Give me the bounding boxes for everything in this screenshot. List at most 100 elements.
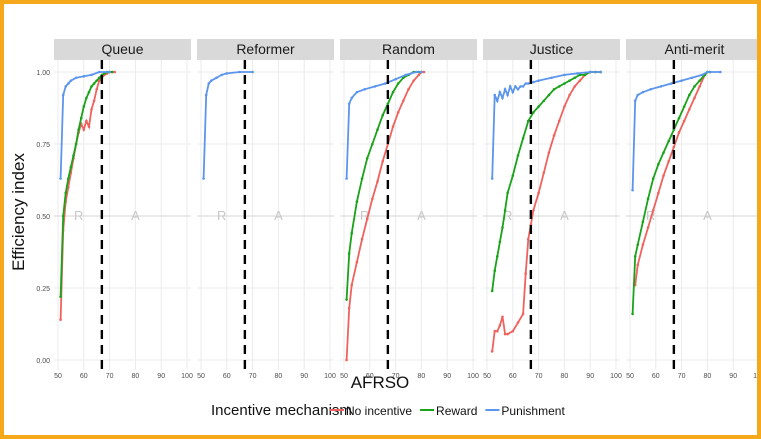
data-point bbox=[651, 177, 655, 180]
data-point bbox=[526, 82, 530, 85]
series-punishment bbox=[202, 70, 254, 180]
data-point bbox=[524, 82, 527, 85]
data-point bbox=[251, 70, 254, 74]
x-tick-label: 50 bbox=[197, 373, 205, 380]
facet-title: Justice bbox=[530, 41, 574, 57]
panel-background bbox=[483, 60, 620, 370]
data-point bbox=[210, 79, 213, 82]
data-point bbox=[386, 102, 390, 105]
facet-title: Reformer bbox=[236, 41, 295, 57]
data-point bbox=[412, 79, 415, 82]
data-point bbox=[215, 76, 218, 80]
data-point bbox=[85, 96, 88, 100]
series-punishment bbox=[59, 70, 111, 180]
x-tick-label: 70 bbox=[535, 373, 543, 380]
series-reward bbox=[490, 70, 602, 293]
data-point bbox=[417, 73, 421, 77]
x-tick-label: 70 bbox=[106, 373, 114, 380]
data-point bbox=[381, 159, 385, 163]
x-tick-label: 90 bbox=[586, 373, 594, 380]
data-point bbox=[516, 87, 520, 91]
legend-label: Reward bbox=[436, 404, 477, 418]
data-point bbox=[682, 119, 686, 123]
x-tick-label: 50 bbox=[483, 373, 491, 380]
data-point bbox=[383, 82, 387, 85]
data-point bbox=[61, 93, 65, 97]
region-label: R bbox=[217, 208, 226, 223]
data-point bbox=[511, 174, 515, 177]
facet-strip bbox=[626, 39, 757, 60]
data-point bbox=[347, 252, 351, 255]
data-point bbox=[516, 321, 520, 324]
data-point bbox=[64, 191, 68, 195]
data-point bbox=[682, 105, 686, 108]
data-point bbox=[490, 289, 494, 293]
data-point bbox=[542, 99, 546, 103]
data-point bbox=[532, 111, 535, 114]
data-point bbox=[355, 90, 359, 94]
data-point bbox=[376, 128, 379, 131]
data-point bbox=[599, 70, 602, 74]
data-point bbox=[110, 70, 114, 74]
panel-background bbox=[197, 60, 334, 370]
data-point bbox=[92, 82, 96, 85]
data-point bbox=[64, 85, 68, 88]
data-point bbox=[568, 79, 571, 82]
data-point bbox=[95, 87, 98, 91]
data-point bbox=[633, 255, 637, 258]
x-tick-label: 60 bbox=[80, 373, 88, 380]
data-point bbox=[514, 85, 517, 88]
data-point bbox=[59, 177, 62, 180]
data-point bbox=[355, 260, 359, 264]
data-point bbox=[649, 87, 652, 91]
data-point bbox=[355, 200, 359, 203]
data-point bbox=[552, 87, 556, 91]
data-point bbox=[506, 93, 509, 97]
y-tick-label: 0.50 bbox=[36, 214, 50, 221]
data-point bbox=[67, 82, 70, 85]
data-point bbox=[690, 76, 694, 80]
x-tick-label: 100 bbox=[324, 373, 336, 380]
facet-strip bbox=[197, 39, 334, 60]
data-point bbox=[662, 174, 665, 177]
facet-panel-2: Random 50 60 70 80 90 100 R A bbox=[340, 39, 479, 380]
data-point bbox=[414, 70, 418, 74]
series-line bbox=[491, 71, 601, 179]
data-point bbox=[636, 93, 640, 97]
data-point bbox=[82, 105, 86, 108]
x-tick-label: 90 bbox=[300, 373, 308, 380]
panel-background bbox=[340, 60, 477, 370]
data-point bbox=[59, 295, 62, 298]
series-punishment bbox=[345, 70, 423, 180]
data-point bbox=[87, 125, 91, 129]
series-reward bbox=[59, 70, 114, 298]
facet-panel-0: Queue 50 60 70 80 90 100 R A bbox=[54, 39, 193, 380]
facet-strip bbox=[54, 39, 191, 60]
data-point bbox=[82, 128, 86, 131]
data-point bbox=[79, 116, 83, 120]
data-point bbox=[557, 85, 561, 88]
data-point bbox=[669, 82, 673, 85]
data-point bbox=[688, 108, 691, 111]
facet-title: Queue bbox=[101, 41, 143, 57]
data-point bbox=[633, 99, 637, 103]
data-point bbox=[641, 243, 645, 247]
data-point bbox=[345, 358, 348, 362]
y-tick-label: 0.25 bbox=[36, 286, 50, 293]
data-point bbox=[345, 177, 348, 180]
data-point bbox=[641, 90, 645, 94]
figure-frame: Efficiency index AFRSO Incentive mechani… bbox=[4, 4, 757, 435]
data-point bbox=[225, 72, 229, 75]
data-point bbox=[667, 159, 670, 163]
data-point bbox=[90, 108, 93, 111]
data-point bbox=[659, 85, 663, 88]
data-point bbox=[700, 73, 704, 77]
data-point bbox=[90, 73, 93, 77]
facet-panel-4: Anti-merit 50 60 70 80 90 100 R A bbox=[626, 39, 757, 380]
data-point bbox=[667, 139, 670, 143]
data-point bbox=[501, 315, 504, 319]
data-point bbox=[501, 226, 504, 229]
facet-strip bbox=[483, 39, 620, 60]
data-point bbox=[537, 79, 540, 82]
x-axis-label: AFRSO bbox=[351, 373, 410, 392]
